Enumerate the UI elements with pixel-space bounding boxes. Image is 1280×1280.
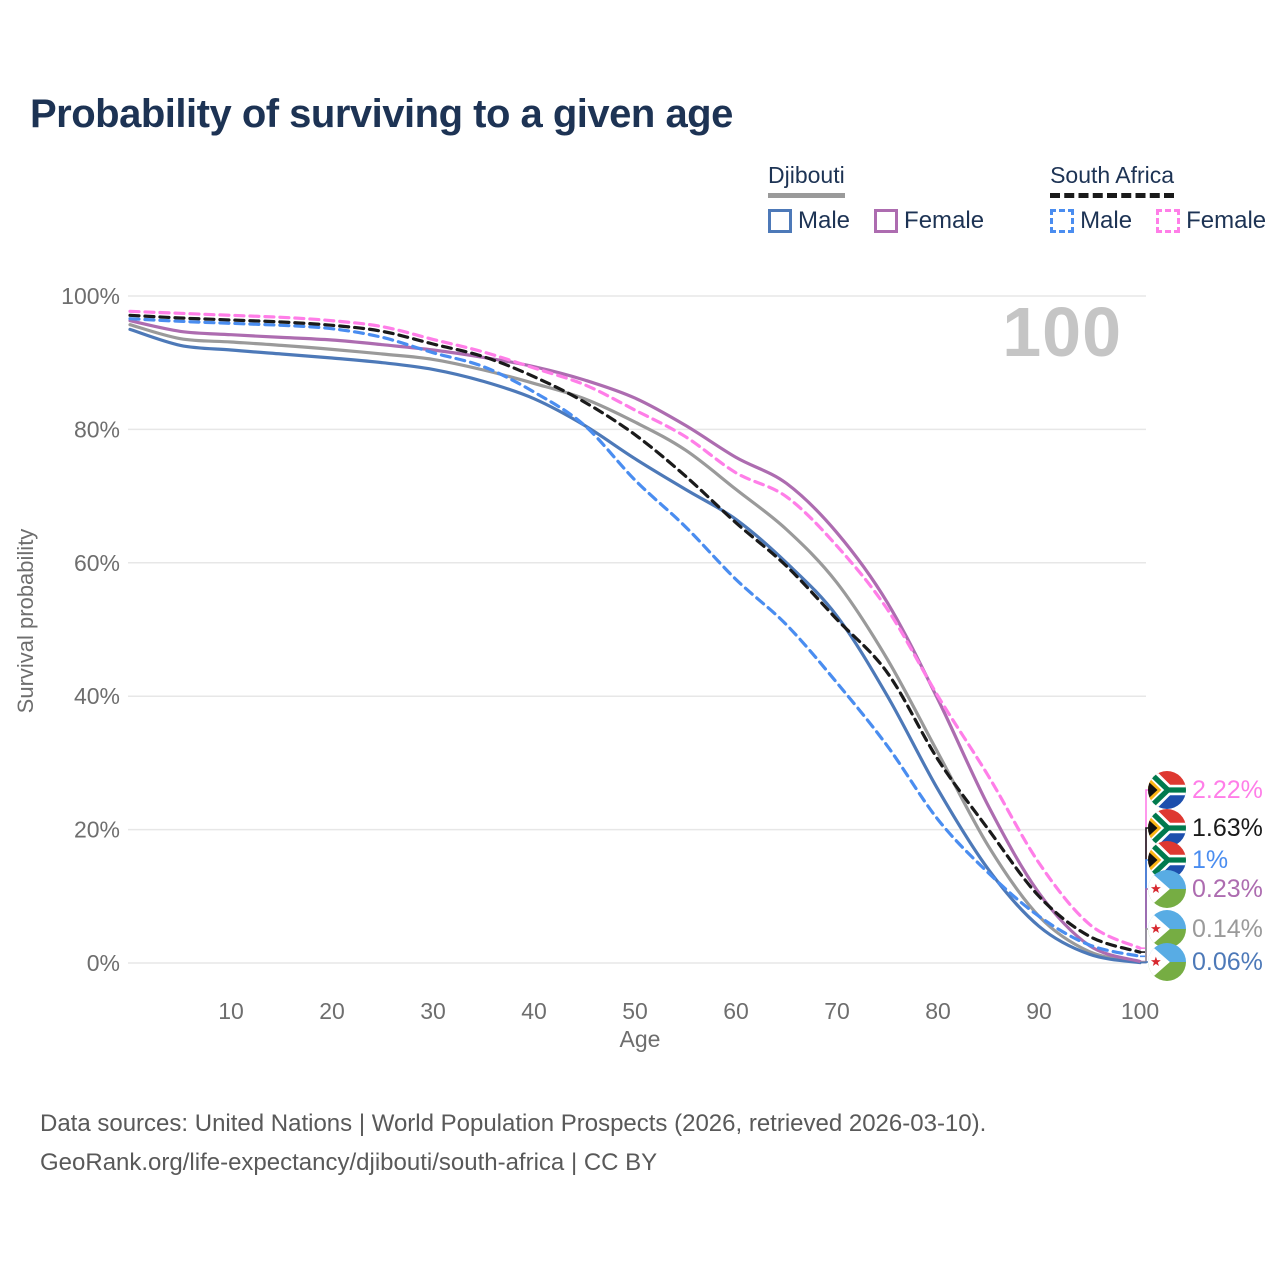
end-label-value: 1.63% [1192,813,1263,842]
djibouti-flag-icon [1148,910,1186,948]
legend-item-label: Female [904,207,985,234]
end-label-djibouti-male: 0.06% [1148,943,1263,981]
footer-url: GeoRank.org/life-expectancy/djibouti/sou… [40,1149,658,1176]
x-axis-title: Age [619,1026,661,1052]
legend-item-label: Female [1186,207,1267,234]
series-line-south-africa-female [128,309,1142,950]
legend-item-djibouti-female[interactable]: Female [874,207,984,235]
x-tick-label: 90 [1026,998,1052,1024]
x-tick-label: 30 [420,998,446,1024]
series-line-djibouti-female [128,319,1142,964]
end-label-value: 1% [1192,845,1229,874]
series-line-south-africa-male [128,317,1142,958]
end-label-djibouti-total: 0.14% [1148,910,1263,948]
end-label-value: 0.23% [1192,874,1263,903]
y-tick-label: 0% [87,950,120,976]
x-tick-label: 70 [824,998,850,1024]
legend-item-label: Male [1080,207,1133,234]
djibouti-female-swatch-icon [874,209,899,233]
x-tick-label: 10 [218,998,244,1024]
y-axis-title: Survival probability [13,528,38,714]
legend-item-label: Male [798,207,851,234]
y-tick-label: 20% [74,817,120,843]
x-tick-label: 20 [319,998,345,1024]
x-tick-label: 100 [1121,998,1159,1024]
series-line-djibouti-male [128,327,1142,965]
x-tick-label: 80 [925,998,951,1024]
djibouti-flag-icon [1148,870,1186,908]
djibouti-male-swatch-icon [768,209,792,233]
south-africa-male-swatch-icon [1050,209,1075,233]
x-tick-label: 50 [622,998,648,1024]
legend-item-djibouti-male[interactable]: Male [768,207,850,235]
end-label-value: 0.06% [1192,947,1263,976]
y-tick-label: 60% [74,550,120,576]
south-africa-flag-icon [1148,809,1186,847]
y-tick-label: 100% [61,283,120,309]
chart-title: Probability of surviving to a given age [30,92,733,136]
legend-group-djibouti: Djibouti Male Female [768,162,984,235]
y-tick-label: 80% [74,416,120,442]
y-tick-label: 40% [74,683,120,709]
x-tick-label: 60 [723,998,749,1024]
series-line-djibouti-both-sexes [128,323,1142,964]
end-label-value: 0.14% [1192,914,1263,943]
end-label-value: 2.22% [1192,775,1263,804]
legend-item-south-africa-female[interactable]: Female [1156,207,1266,235]
legend-country-south-africa[interactable]: South Africa [1050,162,1175,198]
age-watermark: 100 [1002,293,1122,371]
footer: Data sources: United Nations | World Pop… [40,1104,986,1182]
south-africa-flag-icon [1148,771,1186,809]
legend-group-south-africa: South Africa Male Female [1050,162,1266,235]
x-tick-label: 40 [521,998,547,1024]
south-africa-female-swatch-icon [1156,209,1181,233]
legend-country-djibouti[interactable]: Djibouti [768,162,845,198]
legend: Djibouti Male Female South Africa Male [768,162,1266,235]
legend-item-south-africa-male[interactable]: Male [1050,207,1132,235]
series-line-south-africa-both-sexes [128,313,1142,954]
footer-sources: Data sources: United Nations | World Pop… [40,1110,987,1137]
end-label-djibouti-female: 0.23% [1148,870,1263,908]
djibouti-flag-icon [1148,943,1186,981]
end-label-south-africa-female: 2.22% [1148,771,1263,809]
end-label-south-africa-total: 1.63% [1148,809,1263,847]
